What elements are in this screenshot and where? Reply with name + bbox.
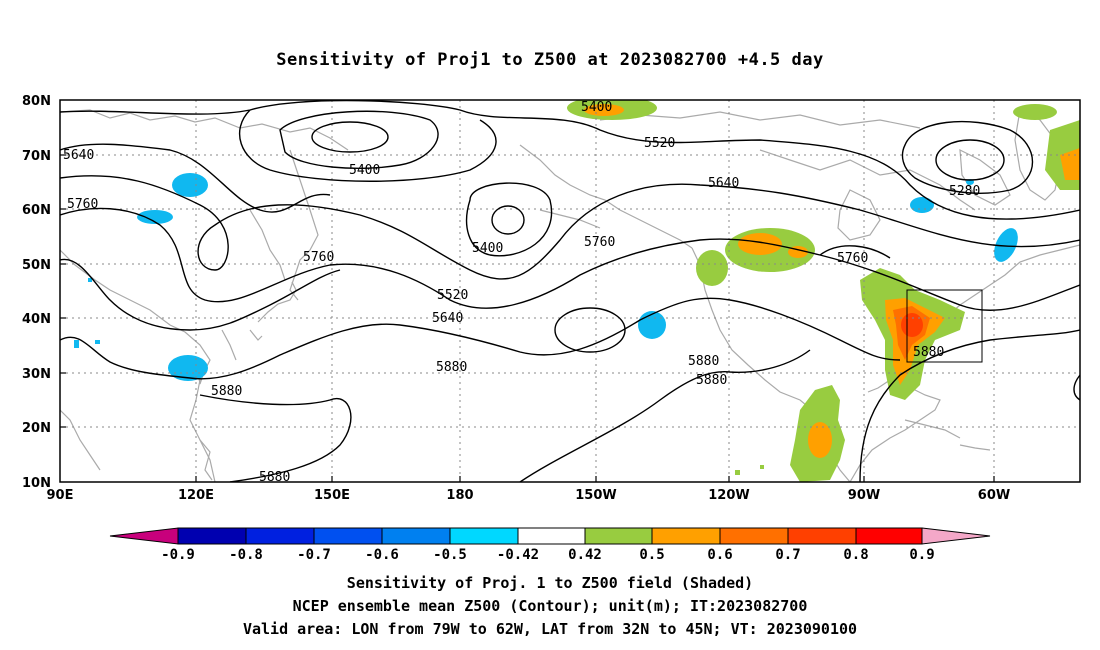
colorbar-label: 0.9 — [909, 547, 934, 563]
valid-area-box — [906, 289, 983, 363]
contour-label: 5400 — [581, 100, 612, 115]
contour-label: 5640 — [708, 176, 739, 191]
lon-tick-label: 120W — [708, 488, 749, 503]
caption-line-3: Valid area: LON from 79W to 62W, LAT fro… — [242, 620, 858, 638]
tick-marks — [60, 154, 995, 482]
colorbar-cell — [177, 527, 247, 545]
z500-contours — [60, 100, 1080, 482]
colorbar-cell — [381, 527, 451, 545]
colorbar-cell — [584, 527, 653, 545]
contour-labels: 5640 5760 5400 5520 5400 5400 5520 5640 … — [63, 100, 980, 485]
lat-tick-label: 50N — [22, 258, 51, 273]
colorbar-label: -0.9 — [161, 547, 195, 563]
lat-tick-label: 80N — [22, 94, 51, 109]
contour-label: 5760 — [67, 197, 98, 212]
longitude-labels: 90E 120E 150E 180 150W 120W 90W 60W — [47, 488, 1011, 503]
colorbar-label: -0.8 — [229, 547, 263, 563]
lat-tick-label: 70N — [22, 149, 51, 164]
contour-label: 5880 — [696, 373, 727, 388]
lon-tick-label: 120E — [178, 488, 214, 503]
colorbar-cell — [651, 527, 721, 545]
contour-label: 5880 — [688, 354, 719, 369]
colorbar-cell — [517, 527, 586, 545]
colorbar-cell — [245, 527, 315, 545]
contour-label: 5760 — [584, 235, 615, 250]
contour-label: 5880 — [436, 360, 467, 375]
lat-tick-label: 60N — [22, 203, 51, 218]
lon-tick-label: 90W — [848, 488, 880, 503]
lat-tick-label: 40N — [22, 312, 51, 327]
colorbar-label: 0.8 — [843, 547, 868, 563]
contour-label: 5760 — [837, 251, 868, 266]
map-frame — [59, 99, 1081, 483]
contour-label: 5520 — [437, 288, 468, 303]
colorbar-label: 0.7 — [775, 547, 800, 563]
contour-label: 5400 — [472, 241, 503, 256]
colorbar-label: -0.5 — [433, 547, 467, 563]
lat-tick-label: 20N — [22, 421, 51, 436]
contour-label: 5880 — [211, 384, 242, 399]
colorbar-left-arrow — [109, 527, 179, 545]
grid-lines — [60, 100, 1080, 482]
caption-line-1: Sensitivity of Proj. 1 to Z500 field (Sh… — [346, 574, 754, 592]
lon-tick-label: 150E — [314, 488, 350, 503]
colorbar-label: 0.6 — [707, 547, 732, 563]
lat-tick-label: 30N — [22, 367, 51, 382]
contour-label: 5280 — [949, 184, 980, 199]
colorbar-labels: -0.9 -0.8 -0.7 -0.6 -0.5 -0.42 0.42 0.5 … — [161, 547, 935, 563]
caption-line-2: NCEP ensemble mean Z500 (Contour); unit(… — [292, 597, 808, 615]
lon-tick-label: 60W — [978, 488, 1010, 503]
lat-tick-label: 10N — [22, 476, 51, 491]
shaded-sensitivity — [74, 100, 1080, 482]
colorbar-right-arrow — [921, 527, 991, 545]
contour-label: 5640 — [63, 148, 94, 163]
colorbar-cell — [449, 527, 519, 545]
colorbar-label: -0.42 — [497, 547, 539, 563]
colorbar-label: 0.42 — [568, 547, 602, 563]
colorbar-cell — [313, 527, 383, 545]
contour-label: 5880 — [913, 345, 944, 360]
colorbar-cell — [787, 527, 857, 545]
colorbar-label: 0.5 — [639, 547, 664, 563]
colorbar-cell — [719, 527, 789, 545]
contour-label: 5400 — [349, 163, 380, 178]
lon-tick-label: 150W — [575, 488, 616, 503]
latitude-labels: 80N 70N 60N 50N 40N 30N 20N 10N — [22, 94, 51, 491]
contour-label: 5640 — [432, 311, 463, 326]
colorbar-label: -0.7 — [297, 547, 331, 563]
colorbar — [109, 527, 991, 545]
lon-tick-label: 90E — [47, 488, 74, 503]
chart-title: Sensitivity of Proj1 to Z500 at 20230827… — [276, 50, 824, 70]
colorbar-cell — [855, 527, 923, 545]
colorbar-label: -0.6 — [365, 547, 399, 563]
lon-tick-label: 180 — [446, 488, 473, 503]
contour-label: 5520 — [644, 136, 675, 151]
contour-label: 5760 — [303, 250, 334, 265]
